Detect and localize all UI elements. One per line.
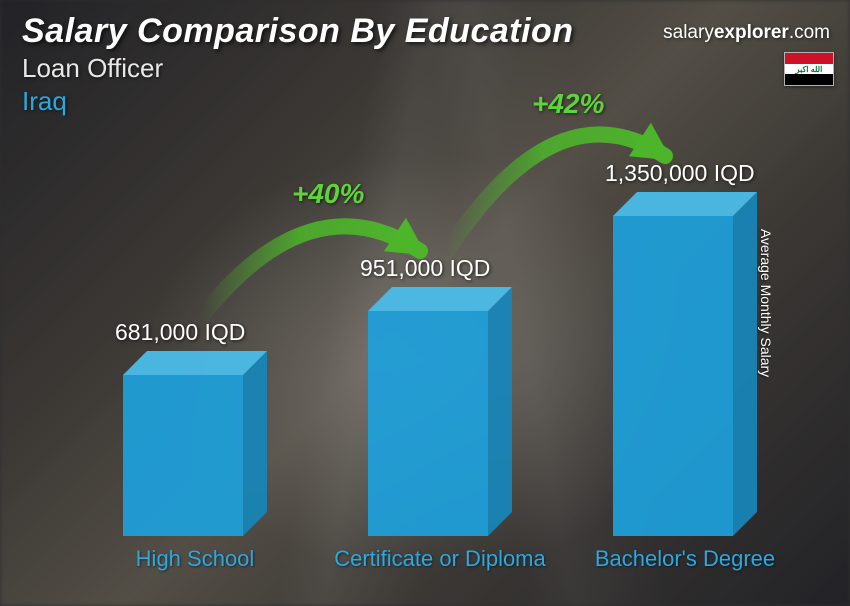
brand-logo: salaryexplorer.com xyxy=(663,22,830,44)
job-title: Loan Officer xyxy=(22,53,830,84)
bar-value-label: 1,350,000 IQD xyxy=(605,160,755,187)
brand-part-explorer: explorer xyxy=(714,22,789,43)
bar-value-label: 951,000 IQD xyxy=(360,255,490,282)
flag-stripe-black xyxy=(785,74,833,85)
flag-takbir: الله اكبر xyxy=(796,65,823,74)
bar-category-label: Bachelor's Degree xyxy=(575,546,795,572)
bar-3d xyxy=(613,192,757,536)
percent-increase-label: +40% xyxy=(292,178,364,210)
country-flag-icon: الله اكبر xyxy=(784,52,834,86)
bar-value-label: 681,000 IQD xyxy=(115,319,245,346)
bar-3d xyxy=(123,351,267,536)
flag-stripe-red xyxy=(785,53,833,64)
brand-part-salary: salary xyxy=(663,22,714,43)
bar-category-label: Certificate or Diploma xyxy=(330,546,550,572)
country-name: Iraq xyxy=(22,86,830,117)
bar-3d xyxy=(368,287,512,536)
brand-part-dotcom: .com xyxy=(789,22,830,43)
flag-stripe-white: الله اكبر xyxy=(785,64,833,75)
bar-chart: High School681,000 IQDCertificate or Dip… xyxy=(60,150,770,536)
bar-category-label: High School xyxy=(85,546,305,572)
percent-increase-label: +42% xyxy=(532,88,604,120)
